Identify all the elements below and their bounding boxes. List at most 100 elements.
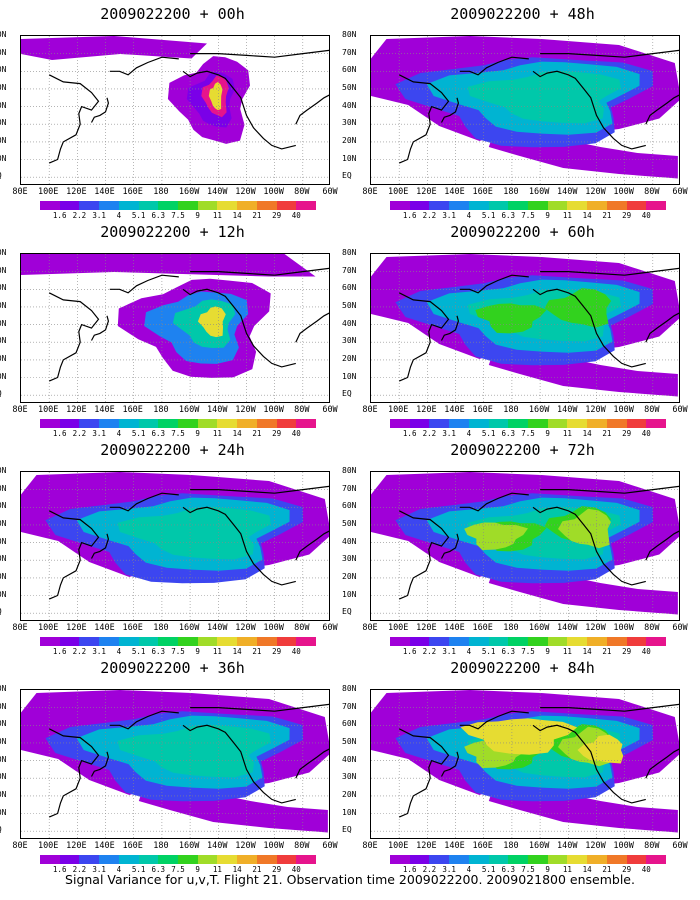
lat-label: 20N <box>342 789 357 799</box>
colorbar-swatch <box>276 419 297 428</box>
lon-label: 100E <box>387 405 409 415</box>
colorbar-swatch <box>99 201 119 210</box>
colorbar-label: 7.5 <box>171 429 185 438</box>
colorbar-label: 5.1 <box>131 647 146 656</box>
lon-label: 180 <box>153 623 169 633</box>
lon-label: 120E <box>66 405 87 415</box>
lat-label: 60N <box>0 719 7 729</box>
lon-label: 160W <box>178 841 200 851</box>
colorbar-label: 2.2 <box>72 647 87 656</box>
colorbar-label: 21 <box>602 647 612 656</box>
panel-title: 2009022200 + 00h <box>100 5 245 23</box>
variance-field <box>197 306 226 338</box>
colorbar-swatch <box>429 637 450 646</box>
colorbar-swatch <box>468 855 489 864</box>
lon-label: 160E <box>122 841 143 851</box>
coastline <box>90 315 110 341</box>
lon-label: 140W <box>557 623 578 633</box>
colorbar-swatch <box>508 419 529 428</box>
lat-label: 70N <box>342 701 357 711</box>
lon-label: 160W <box>178 187 200 197</box>
lon-label: 120E <box>416 187 437 197</box>
colorbar-swatch <box>409 201 430 210</box>
colorbar-swatch <box>197 419 218 428</box>
colorbar-swatch <box>217 201 238 210</box>
lon-label: 120E <box>416 841 437 851</box>
colorbar-label: 3.1 <box>92 429 106 438</box>
coastline <box>182 506 296 586</box>
lat-label: 40N <box>342 100 357 110</box>
colorbar-swatch <box>217 419 238 428</box>
colorbar-label: 14 <box>232 429 242 438</box>
colorbar-swatch <box>99 419 119 428</box>
lon-label: 120W <box>235 841 256 851</box>
colorbar-swatch <box>409 855 430 864</box>
colorbar-swatch <box>468 201 489 210</box>
lat-label: 30N <box>342 772 357 782</box>
colorbar-swatch <box>118 637 139 646</box>
colorbar-swatch <box>528 201 548 210</box>
forecast-panel-48h: 2009022200 + 48h 80N 70N 60N 50N 40N 30N 20N 10N… <box>342 5 695 220</box>
colorbar-label: 7.5 <box>521 211 535 220</box>
colorbar-swatch <box>508 201 529 210</box>
coastline <box>645 748 679 779</box>
panel-title: 2009022200 + 48h <box>450 5 595 23</box>
colorbar-label: 3.1 <box>442 865 456 874</box>
colorbar-swatch <box>606 855 627 864</box>
colorbar-label: 11 <box>212 429 222 438</box>
colorbar-swatch <box>409 419 430 428</box>
lon-label: 100E <box>37 623 59 633</box>
colorbar-swatch <box>59 855 80 864</box>
colorbar-label: 7.5 <box>521 865 535 874</box>
lon-label: 180 <box>503 187 519 197</box>
coastline <box>440 315 460 341</box>
coastline <box>540 49 679 58</box>
coastline <box>440 97 460 123</box>
lon-label: 60W <box>322 187 338 197</box>
lat-label: 30N <box>0 554 7 564</box>
variance-map <box>371 690 679 838</box>
lat-label: 70N <box>342 47 357 57</box>
variance-map <box>371 254 679 402</box>
variance-field <box>117 724 271 778</box>
colorbar-swatch <box>429 201 450 210</box>
colorbar-swatch <box>138 855 159 864</box>
colorbar-label: 9 <box>195 865 200 874</box>
coastline <box>398 74 450 164</box>
colorbar-swatch <box>449 201 469 210</box>
colorbar-label: 7.5 <box>171 211 185 220</box>
colorbar-swatch <box>587 637 607 646</box>
colorbar-swatch <box>390 637 410 646</box>
panel-title: 2009022200 + 36h <box>100 659 245 677</box>
variance-map <box>21 472 329 620</box>
colorbar-label: 2.2 <box>422 429 437 438</box>
lat-label: 50N <box>342 82 357 92</box>
colorbar-swatch <box>390 419 410 428</box>
colorbar-label: 5.1 <box>131 429 146 438</box>
colorbar-label: 4 <box>466 865 472 874</box>
coastline <box>645 312 679 343</box>
colorbar-swatch <box>468 637 489 646</box>
lon-label: 120E <box>416 405 437 415</box>
lon-label: 180 <box>503 623 519 633</box>
colorbar-swatch <box>409 637 430 646</box>
variance-map <box>21 254 329 402</box>
colorbar-swatch <box>528 855 548 864</box>
variance-field <box>21 36 207 60</box>
coastline <box>540 485 679 494</box>
colorbar-swatch <box>606 201 627 210</box>
panel-title: 2009022200 + 72h <box>450 441 595 459</box>
colorbar <box>390 201 667 210</box>
lat-label: 40N <box>342 536 357 546</box>
lon-label: 140E <box>444 841 465 851</box>
lat-label: 20N <box>342 571 357 581</box>
lat-label: 60N <box>0 501 7 511</box>
colorbar-swatch <box>40 419 60 428</box>
coastline <box>182 288 296 368</box>
coastline <box>190 485 329 494</box>
colorbar-label: 29 <box>272 429 282 438</box>
lon-label: 100W <box>263 841 284 851</box>
lat-label: 10N <box>0 371 7 381</box>
lon-label: 100E <box>37 405 59 415</box>
lon-label: 100E <box>37 841 59 851</box>
